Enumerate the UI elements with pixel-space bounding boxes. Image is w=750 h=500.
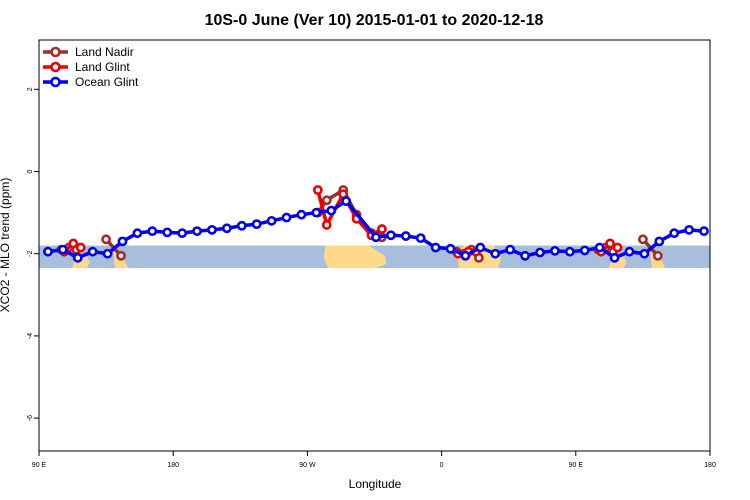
data-point-ocean-glint	[281, 212, 292, 223]
x-tick-label: 90 W	[299, 462, 316, 469]
data-point-ocean-glint	[87, 246, 98, 257]
data-point-land-glint	[68, 238, 79, 249]
legend-label: Ocean Glint	[75, 75, 139, 89]
data-point-ocean-glint	[654, 236, 665, 247]
legend-label: Land Glint	[75, 60, 130, 74]
data-point-ocean-glint	[311, 207, 322, 218]
data-point-ocean-glint	[624, 246, 635, 257]
data-point-land-nadir	[101, 234, 111, 245]
data-point-ocean-glint	[207, 224, 217, 235]
data-point-land-glint	[312, 185, 323, 195]
legend-marker	[50, 61, 61, 73]
legend-marker	[50, 46, 61, 58]
data-point-ocean-glint	[266, 215, 277, 226]
data-point-ocean-glint	[594, 242, 605, 253]
y-tick-label: 0	[27, 169, 34, 173]
data-point-ocean-glint	[460, 250, 471, 261]
y-tick-label: 2	[27, 87, 34, 91]
x-axis-label: Longitude	[349, 477, 402, 491]
x-tick-label: 180	[167, 462, 179, 469]
data-point-ocean-glint	[475, 242, 486, 253]
data-point-ocean-glint	[535, 247, 545, 258]
data-point-ocean-glint	[296, 209, 307, 220]
data-point-ocean-glint	[147, 226, 158, 237]
data-point-land-glint	[605, 238, 615, 249]
data-point-ocean-glint	[490, 248, 501, 259]
legend-item-land-nadir: Land Nadir	[43, 45, 134, 59]
data-point-ocean-glint	[43, 246, 53, 257]
x-axis: 90 E 180 90 W 0 90 E 180	[32, 451, 716, 469]
data-point-ocean-glint	[430, 242, 441, 253]
data-point-land-glint	[612, 242, 623, 253]
data-point-ocean-glint	[132, 228, 143, 239]
data-point-ocean-glint	[669, 228, 680, 239]
data-point-land-nadir	[116, 250, 126, 261]
data-point-ocean-glint	[639, 248, 650, 259]
data-point-ocean-glint	[117, 236, 128, 247]
y-axis-label: XCO2 - MLO trend (ppm)	[0, 178, 12, 313]
data-point-ocean-glint	[520, 250, 531, 261]
data-point-ocean-glint	[162, 227, 173, 238]
land-south-america	[323, 245, 387, 269]
data-point-ocean-glint	[72, 252, 83, 263]
data-point-ocean-glint	[192, 226, 202, 237]
legend-marker	[50, 76, 61, 88]
y-tick-label: -6	[27, 415, 34, 421]
y-tick-label: -4	[27, 333, 34, 339]
data-point-ocean-glint	[251, 219, 262, 230]
data-point-ocean-glint	[57, 244, 68, 255]
data-point-ocean-glint	[371, 232, 381, 243]
y-axis: 2 0 -2 -4 -6	[27, 87, 39, 421]
legend-item-land-glint: Land Glint	[43, 60, 130, 74]
y-tick-label: -2	[27, 251, 34, 257]
data-point-ocean-glint	[550, 245, 560, 256]
data-point-ocean-glint	[579, 245, 590, 256]
data-point-ocean-glint	[684, 224, 695, 235]
data-point-land-nadir	[638, 234, 648, 245]
data-point-ocean-glint	[236, 220, 247, 231]
x-tick-label: 90 E	[569, 462, 584, 469]
data-point-land-glint	[75, 242, 86, 253]
series-ocean-glint	[43, 196, 709, 263]
data-point-ocean-glint	[177, 228, 188, 239]
data-point-land-glint	[321, 220, 332, 230]
data-point-ocean-glint	[341, 196, 352, 207]
data-point-land-nadir	[652, 250, 663, 261]
legend-label: Land Nadir	[75, 45, 134, 59]
data-point-ocean-glint	[102, 248, 113, 259]
data-point-ocean-glint	[445, 243, 456, 254]
data-point-ocean-glint	[564, 246, 575, 257]
data-point-ocean-glint	[415, 233, 426, 244]
data-point-ocean-glint	[221, 223, 232, 234]
legend-item-ocean-glint: Ocean Glint	[43, 75, 139, 89]
data-point-ocean-glint	[505, 244, 516, 255]
data-point-ocean-glint	[609, 252, 620, 263]
chart-title: 10S-0 June (Ver 10) 2015-01-01 to 2020-1…	[205, 12, 544, 29]
series-layer	[43, 185, 709, 263]
x-tick-label: 180	[704, 462, 716, 469]
data-point-land-glint	[377, 224, 387, 234]
data-point-ocean-glint	[326, 205, 337, 216]
plot-frame	[38, 39, 711, 452]
data-point-ocean-glint	[400, 231, 411, 241]
x-tick-label: 0	[440, 462, 444, 469]
data-point-ocean-glint	[386, 230, 396, 241]
x-tick-label: 90 E	[32, 462, 47, 469]
data-point-land-nadir	[321, 195, 332, 206]
data-point-ocean-glint	[699, 226, 709, 237]
